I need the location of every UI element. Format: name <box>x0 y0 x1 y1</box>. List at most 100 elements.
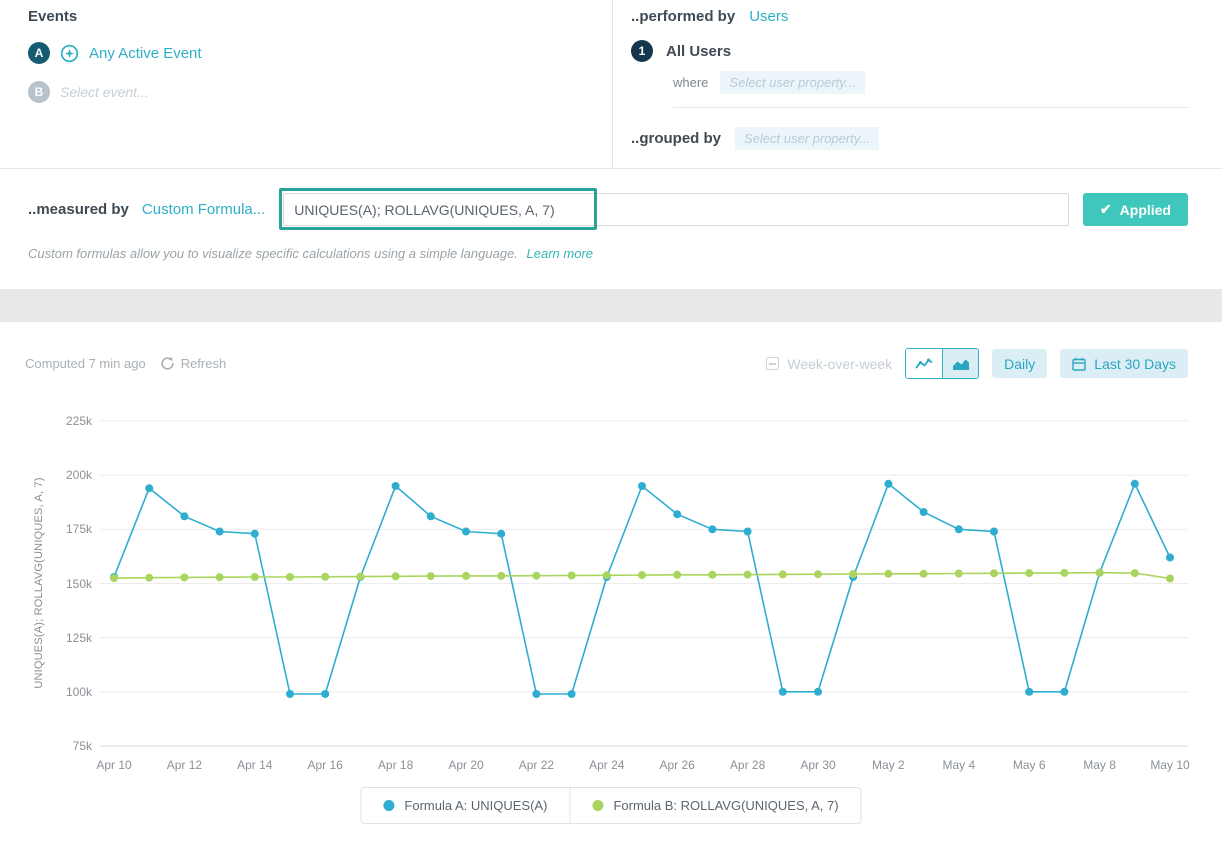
data-point-formula-a[interactable] <box>145 484 154 493</box>
data-point-formula-b[interactable] <box>426 572 435 581</box>
custom-formula-link[interactable]: Custom Formula... <box>141 201 266 218</box>
area-chart-toggle-button[interactable] <box>942 349 979 378</box>
data-point-formula-a[interactable] <box>250 529 259 538</box>
events-panel: Events A Any Active Event B Select event… <box>0 0 612 168</box>
data-point-formula-b[interactable] <box>919 569 928 578</box>
data-point-formula-b[interactable] <box>110 574 118 583</box>
measured-by-row: ..measured by Custom Formula... ✔ Applie… <box>0 169 1222 242</box>
select-event-placeholder[interactable]: Select event... <box>60 84 149 100</box>
formula-input[interactable] <box>283 193 1069 226</box>
learn-more-link[interactable]: Learn more <box>526 246 594 261</box>
panel-divider <box>612 0 613 168</box>
data-point-formula-a[interactable] <box>391 482 400 490</box>
data-point-formula-a[interactable] <box>990 527 998 536</box>
data-point-formula-b[interactable] <box>743 570 752 579</box>
data-point-formula-b[interactable] <box>814 570 822 579</box>
data-point-formula-b[interactable] <box>990 569 998 578</box>
data-point-formula-b[interactable] <box>356 572 365 581</box>
data-point-formula-b[interactable] <box>1060 568 1069 577</box>
event-row-b[interactable]: B Select event... <box>28 81 612 103</box>
performed-by-panel: ..performed by Users 1 All Users where S… <box>613 0 1222 168</box>
data-point-formula-b[interactable] <box>954 569 963 578</box>
data-point-formula-a[interactable] <box>1130 479 1139 488</box>
data-point-formula-b[interactable] <box>708 570 717 579</box>
grouped-by-property-selector[interactable]: Select user property... <box>735 127 880 150</box>
x-tick-label: Apr 10 <box>96 758 132 772</box>
data-point-formula-a[interactable] <box>919 508 928 516</box>
data-point-formula-b[interactable] <box>1025 569 1034 578</box>
data-point-formula-b[interactable] <box>391 572 400 581</box>
data-point-formula-b[interactable] <box>180 573 189 582</box>
data-point-formula-a[interactable] <box>321 690 330 698</box>
formula-a-color-dot <box>383 800 395 811</box>
data-point-formula-a[interactable] <box>286 690 294 698</box>
applied-button[interactable]: ✔ Applied <box>1082 193 1188 226</box>
data-point-formula-a[interactable] <box>814 687 822 696</box>
data-point-formula-a[interactable] <box>884 479 893 488</box>
data-point-formula-b[interactable] <box>286 573 294 581</box>
data-point-formula-b[interactable] <box>638 571 646 580</box>
data-point-formula-a[interactable] <box>497 529 506 538</box>
data-point-formula-a[interactable] <box>708 525 717 534</box>
data-point-formula-a[interactable] <box>1025 687 1034 696</box>
active-event-icon <box>60 44 79 63</box>
date-range-label: Last 30 Days <box>1094 355 1176 372</box>
chart-toolbar: Computed 7 min ago Refresh Week-over-wee… <box>0 322 1222 379</box>
data-point-formula-a[interactable] <box>215 527 224 536</box>
event-a-label[interactable]: Any Active Event <box>89 44 202 62</box>
data-point-formula-b[interactable] <box>532 571 541 580</box>
users-link[interactable]: Users <box>749 8 789 25</box>
data-point-formula-b[interactable] <box>1095 568 1104 577</box>
data-point-formula-b[interactable] <box>1130 569 1139 578</box>
data-point-formula-b[interactable] <box>250 573 259 581</box>
legend-item-formula-a[interactable]: Formula A: UNIQUES(A) <box>361 788 569 823</box>
event-badge-b: B <box>28 81 50 103</box>
data-point-formula-a[interactable] <box>1060 687 1069 696</box>
data-point-formula-a[interactable] <box>638 482 646 490</box>
line-chart-toggle-button[interactable] <box>906 349 943 378</box>
data-point-formula-a[interactable] <box>673 510 682 519</box>
x-tick-label: Apr 14 <box>237 758 273 772</box>
data-point-formula-a[interactable] <box>778 687 787 696</box>
data-point-formula-a[interactable] <box>532 690 541 698</box>
x-tick-label: May 2 <box>872 758 905 772</box>
data-point-formula-b[interactable] <box>567 571 576 580</box>
data-point-formula-a[interactable] <box>1166 553 1174 562</box>
data-point-formula-b[interactable] <box>849 570 858 578</box>
chart-plot-area <box>100 420 1188 747</box>
x-tick-label: May 8 <box>1083 758 1116 772</box>
where-property-selector[interactable]: Select user property... <box>720 71 865 94</box>
data-point-formula-a[interactable] <box>426 512 435 521</box>
date-range-button[interactable]: Last 30 Days <box>1060 349 1188 378</box>
week-over-week-toggle[interactable]: Week-over-week <box>766 356 892 372</box>
x-tick-label: May 10 <box>1150 758 1190 772</box>
data-point-formula-b[interactable] <box>321 572 330 581</box>
week-over-week-checkbox-icon <box>766 357 780 370</box>
data-point-formula-b[interactable] <box>602 571 611 580</box>
x-tick-label: Apr 26 <box>659 758 695 772</box>
x-tick-label: Apr 20 <box>448 758 484 772</box>
data-point-formula-b[interactable] <box>497 571 506 580</box>
applied-button-label: Applied <box>1119 201 1171 218</box>
legend-item-formula-b[interactable]: Formula B: ROLLAVG(UNIQUES, A, 7) <box>569 788 860 823</box>
x-tick-label: May 4 <box>942 758 976 772</box>
data-point-formula-b[interactable] <box>778 570 787 579</box>
interval-daily-button[interactable]: Daily <box>992 349 1048 378</box>
data-point-formula-b[interactable] <box>145 573 154 582</box>
refresh-label: Refresh <box>180 356 227 371</box>
data-point-formula-b[interactable] <box>673 570 682 579</box>
all-users-row[interactable]: 1 All Users <box>631 40 1188 62</box>
formula-b-color-dot <box>592 800 604 811</box>
data-point-formula-a[interactable] <box>954 525 963 534</box>
event-row-a[interactable]: A Any Active Event <box>28 42 612 64</box>
data-point-formula-b[interactable] <box>884 569 893 578</box>
refresh-button[interactable]: Refresh <box>160 356 227 371</box>
data-point-formula-a[interactable] <box>462 527 470 536</box>
data-point-formula-b[interactable] <box>462 571 470 580</box>
data-point-formula-a[interactable] <box>180 512 189 521</box>
data-point-formula-a[interactable] <box>743 527 752 536</box>
data-point-formula-b[interactable] <box>215 573 224 582</box>
data-point-formula-b[interactable] <box>1166 574 1174 583</box>
data-point-formula-a[interactable] <box>567 690 576 698</box>
where-label: where <box>673 75 709 90</box>
